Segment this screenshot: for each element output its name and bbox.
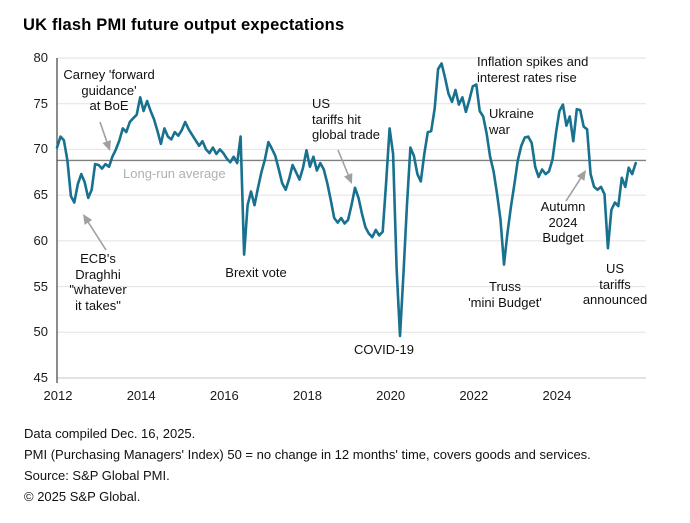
arrow-head-us-tariffs-trade xyxy=(344,173,353,184)
y-axis-label-45: 45 xyxy=(33,369,48,385)
y-axis-label-50: 50 xyxy=(33,324,48,340)
annotation-brexit-vote: Brexit vote xyxy=(225,265,286,281)
footer-copyright: © 2025 S&P Global. xyxy=(24,489,141,504)
footer: Data compiled Dec. 16, 2025. PMI (Purcha… xyxy=(24,423,591,507)
x-axis-label-2020: 2020 xyxy=(376,388,406,403)
y-axis-label-60: 60 xyxy=(33,232,48,248)
x-axis-label-2014: 2014 xyxy=(126,388,156,403)
footer-source: Source: S&P Global PMI. xyxy=(24,468,170,483)
footer-compiled-date: Data compiled Dec. 16, 2025. xyxy=(24,426,196,441)
annotation-line: Truss xyxy=(488,279,522,294)
annotation-covid-19: COVID-19 xyxy=(354,342,414,358)
x-axis-label-2022: 2022 xyxy=(459,388,489,403)
annotation-line: US xyxy=(312,96,331,111)
annotation-line: ECB's xyxy=(80,251,116,266)
y-axis-label-80: 80 xyxy=(33,50,48,65)
y-axis-label-65: 65 xyxy=(33,187,48,203)
arrow-line-us-tariffs-trade xyxy=(337,149,349,176)
annotation-inflation-rates: Inflation spikes and interest rates rise xyxy=(477,54,588,85)
arrow-head-carney xyxy=(102,140,111,151)
x-axis-label-2016: 2016 xyxy=(209,388,239,403)
arrow-head-ecb-draghi xyxy=(83,214,93,225)
annotation-ecb-draghi: ECB's Draghhi "whatever it takes" xyxy=(69,251,126,313)
y-axis-label-75: 75 xyxy=(33,95,48,111)
annotation-line: 2024 xyxy=(548,214,578,230)
annotation-carney: Carney 'forward guidance' at BoE xyxy=(63,67,154,114)
annotation-line: announced xyxy=(582,292,648,307)
annotation-line: COVID-19 xyxy=(354,342,414,357)
annotation-line: global trade xyxy=(312,127,380,142)
annotation-line: US xyxy=(605,261,625,276)
arrow-line-ecb-draghi xyxy=(87,221,107,251)
annotation-line: Inflation spikes and xyxy=(477,54,589,69)
x-axis-label-2018: 2018 xyxy=(293,388,322,403)
annotation-line: tariffs hit xyxy=(312,111,361,127)
annotation-us-tariffs-trade: US tariffs hit global trade xyxy=(312,96,380,143)
y-axis-label-55: 55 xyxy=(33,278,48,294)
x-axis-label-2024: 2024 xyxy=(542,388,572,403)
annotation-line: it takes" xyxy=(75,297,121,313)
annotation-line: guidance' xyxy=(81,82,137,98)
footer-definition: PMI (Purchasing Managers' Index) 50 = no… xyxy=(24,447,591,462)
arrow-line-carney xyxy=(99,121,108,142)
pmi-series-line xyxy=(55,62,638,338)
annotation-line: tariffs xyxy=(599,276,631,292)
arrow-line-autumn-2024-budget xyxy=(565,177,582,202)
arrow-head-autumn-2024-budget xyxy=(576,170,586,181)
chart-title: UK flash PMI future output expectations xyxy=(23,16,345,34)
annotation-line: "whatever xyxy=(69,282,127,297)
y-axis-label-70: 70 xyxy=(33,141,48,157)
annotation-line: Autumn xyxy=(540,199,586,214)
annotation-line: 'mini Budget' xyxy=(468,294,542,310)
annotation-line: interest rates rise xyxy=(477,69,577,85)
annotation-us-tariffs-announced: US tariffs announced xyxy=(583,261,647,308)
annotation-line: Draghhi xyxy=(75,266,121,282)
annotation-ukraine-war: Ukraine war xyxy=(489,106,534,137)
x-axis-label-2012: 2012 xyxy=(43,388,73,403)
annotation-line: war xyxy=(489,121,510,137)
annotation-truss-budget: Truss'mini Budget' xyxy=(468,279,542,310)
annotation-autumn-2024-budget: Autumn 2024 Budget xyxy=(541,199,586,246)
annotation-line: Ukraine xyxy=(489,106,534,121)
annotation-line: Budget xyxy=(542,230,584,245)
annotation-line: Carney 'forward xyxy=(63,67,155,82)
annotation-line: at BoE xyxy=(89,98,129,113)
annotation-line: Brexit vote xyxy=(225,265,287,280)
long-run-average-label: Long-run average xyxy=(123,166,226,181)
